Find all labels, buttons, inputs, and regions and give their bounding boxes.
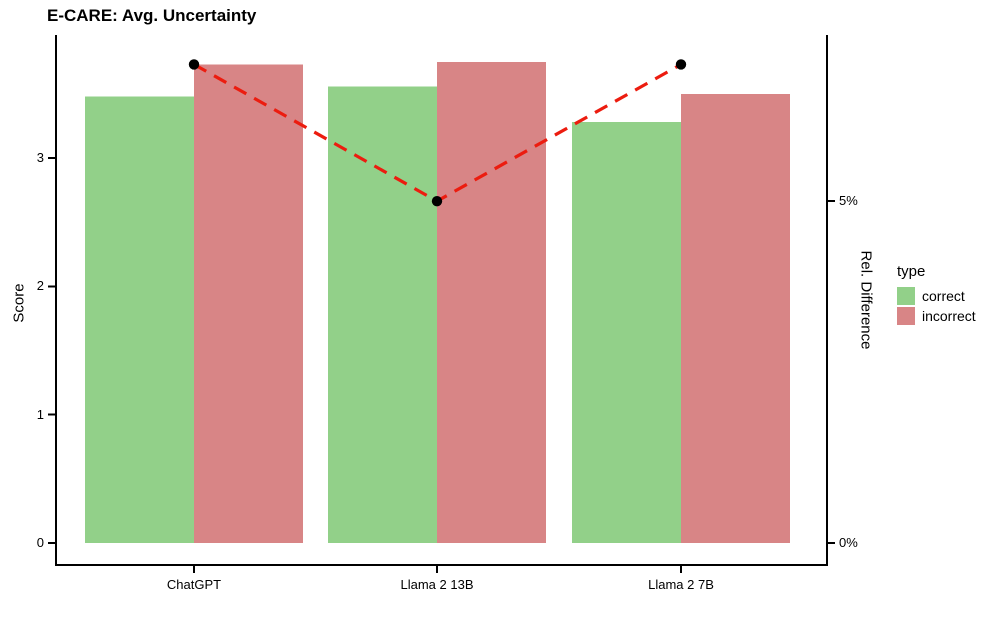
right-axis-title: Rel. Difference (857, 250, 875, 350)
left-tick-label: 2 (36, 278, 44, 294)
legend: type correct incorrect (897, 263, 976, 327)
legend-entries: correct incorrect (897, 287, 976, 325)
bar-correct-llama-2-13b (328, 86, 437, 543)
x-category-label: ChatGPT (166, 577, 222, 592)
legend-swatch-correct (897, 287, 915, 305)
rel-difference-point (431, 195, 443, 207)
chart-title: E-CARE: Avg. Uncertainty (47, 6, 257, 25)
legend-swatch-incorrect (897, 307, 915, 325)
left-tick-label: 3 (36, 150, 44, 166)
legend-entry-correct: correct (897, 287, 976, 305)
x-category-label: Llama 2 13B (400, 577, 474, 592)
legend-title: type (897, 263, 926, 280)
rel-difference-point (675, 59, 687, 70)
right-tick-label: 0% (839, 535, 858, 550)
legend-label: correct (922, 288, 965, 304)
rel-difference-point (188, 59, 200, 70)
right-tick-label: 5% (839, 193, 858, 209)
bar-incorrect-chatgpt (194, 64, 303, 543)
x-category-label: Llama 2 7B (648, 577, 714, 592)
bar-incorrect-llama-2-13b (437, 61, 546, 543)
bar-correct-llama-2-7b (572, 122, 681, 543)
legend-entry-incorrect: incorrect (897, 307, 976, 325)
bar-correct-chatgpt (85, 96, 194, 544)
left-tick-label: 0 (36, 535, 44, 550)
bar-incorrect-llama-2-7b (681, 94, 790, 543)
left-tick-label: 1 (36, 406, 44, 422)
legend-label: incorrect (922, 308, 976, 324)
